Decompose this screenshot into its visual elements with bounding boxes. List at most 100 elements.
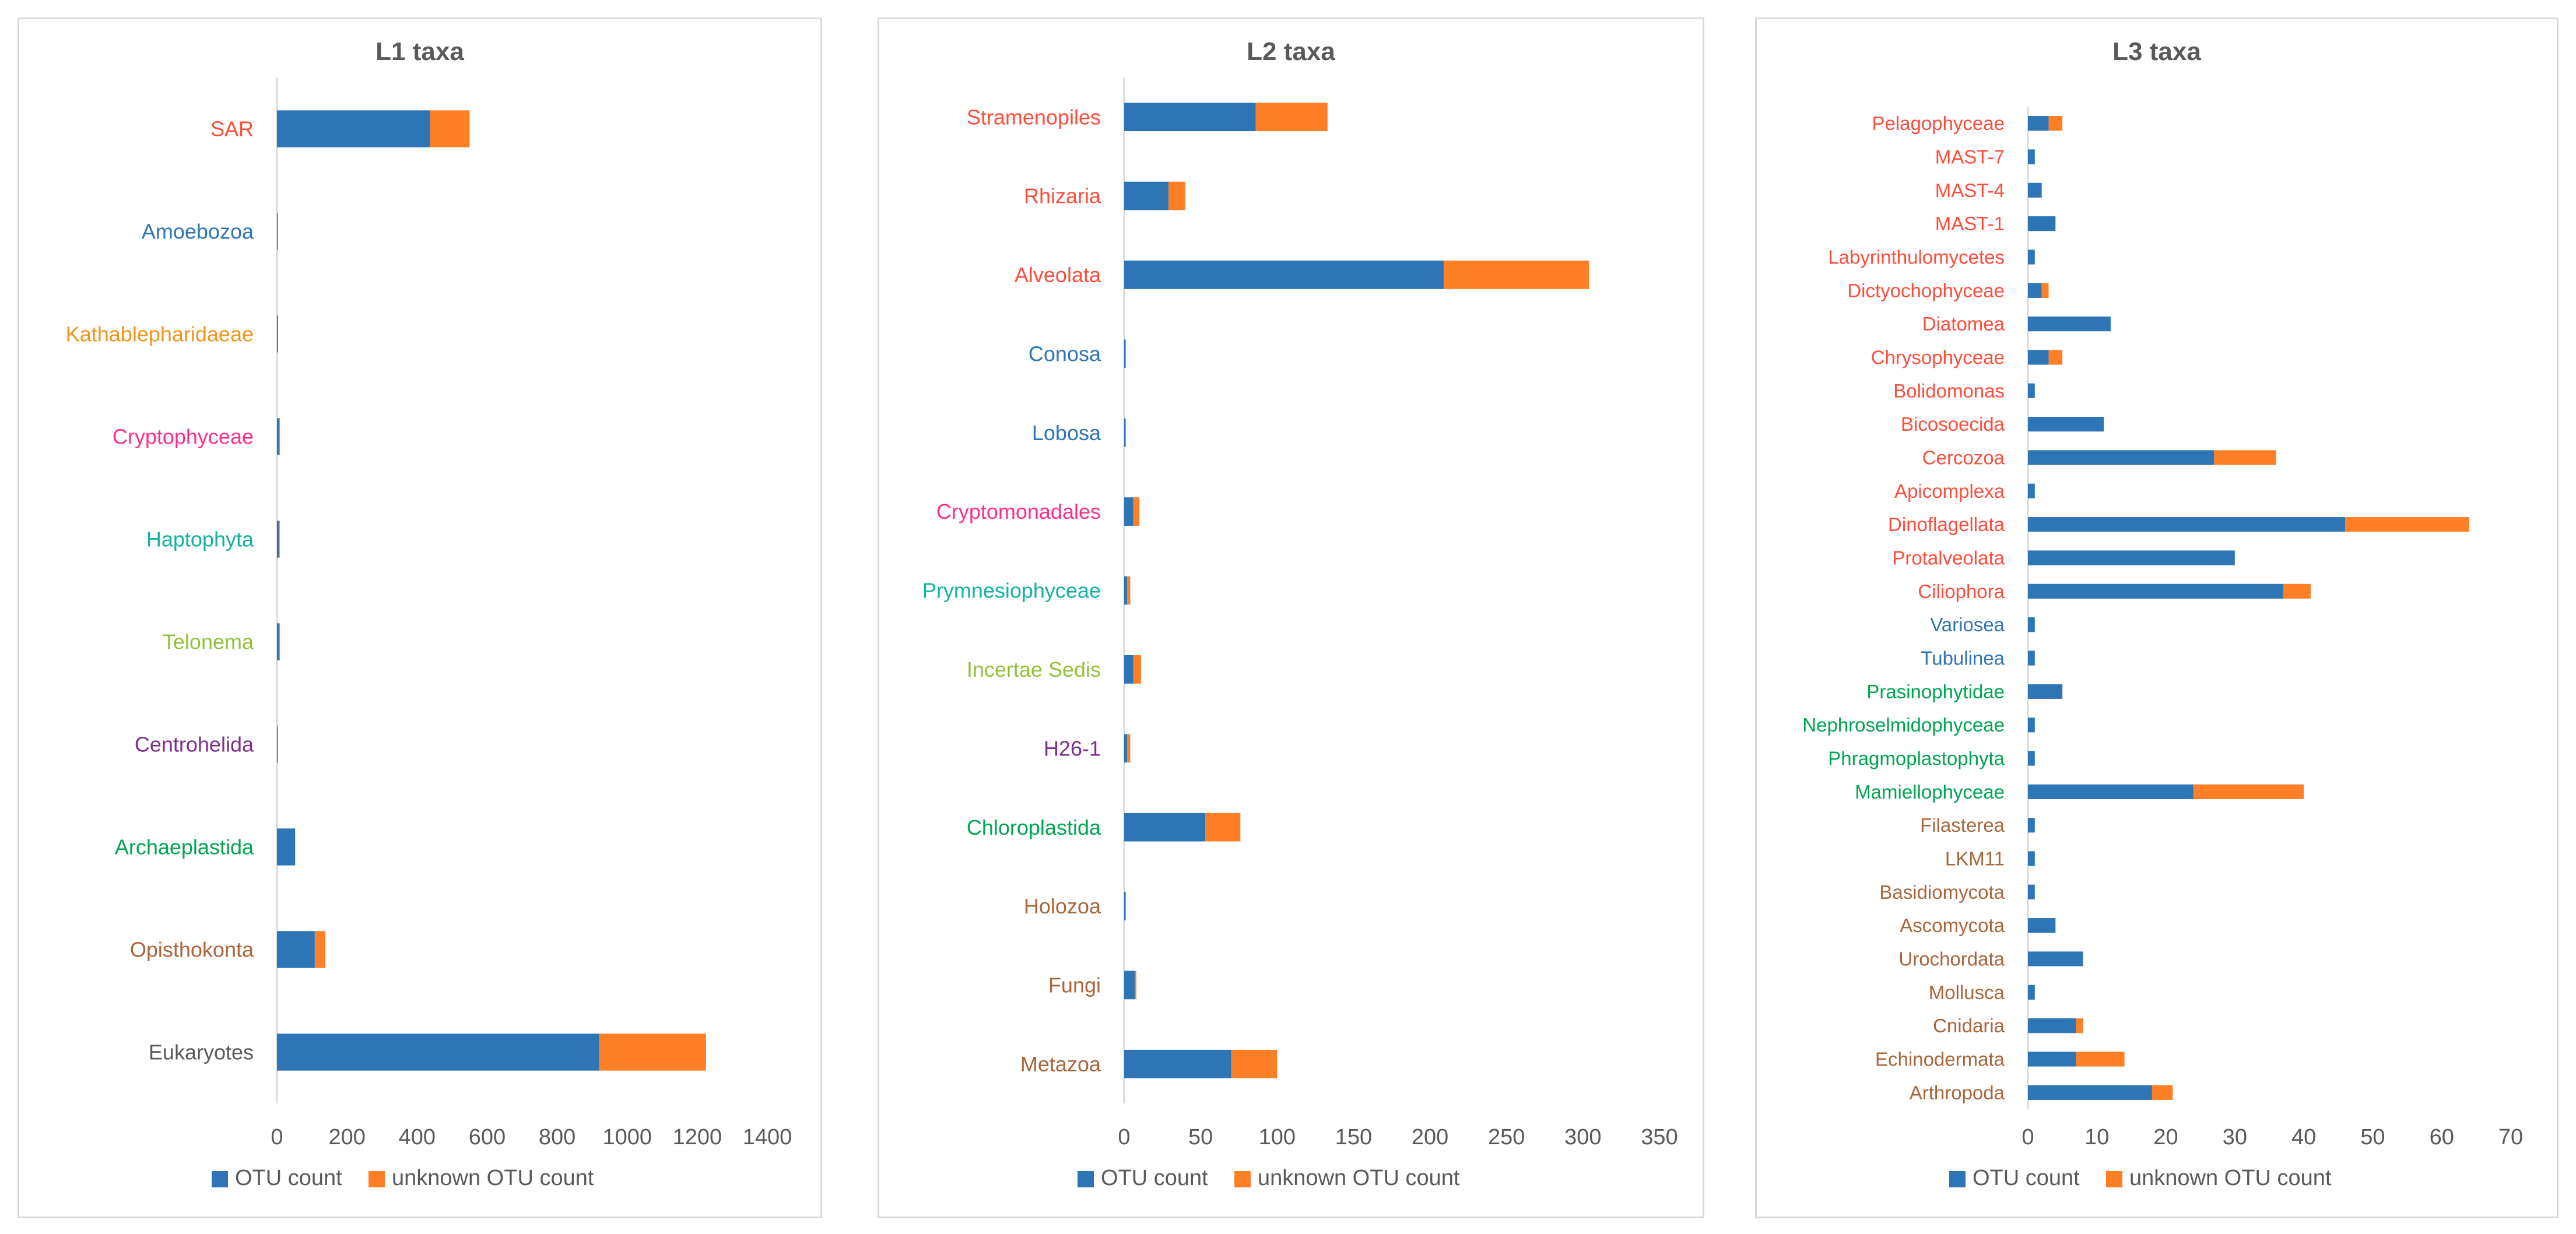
bar-unknown-otu — [2048, 350, 2063, 365]
category-label: Bolidomonas — [1893, 380, 2005, 402]
bar-otu — [277, 623, 279, 660]
bar-otu — [2028, 249, 2035, 265]
x-tick-label: 350 — [1641, 1125, 1677, 1149]
bar-otu — [277, 521, 279, 558]
bar-otu — [1124, 655, 1133, 684]
legend-label-unknown-otu: unknown OTU count — [1258, 1166, 1460, 1190]
bar-otu — [1124, 103, 1256, 132]
bar-unknown-otu — [279, 623, 280, 660]
x-tick-label: 150 — [1335, 1125, 1372, 1149]
bar-otu — [2028, 651, 2035, 666]
bar-unknown-otu — [1127, 734, 1131, 763]
bar-otu — [1124, 734, 1128, 763]
bar-unknown-otu — [2193, 784, 2304, 799]
category-label: Protalveolata — [1892, 547, 2005, 569]
chart-title: L1 taxa — [375, 37, 464, 66]
bar-unknown-otu — [599, 1033, 706, 1071]
legend-label-otu: OTU count — [1973, 1166, 2080, 1190]
bar-otu — [2028, 718, 2035, 733]
bar-otu — [277, 418, 279, 455]
category-label: Kathablepharidaeae — [66, 322, 254, 346]
category-label: Prymnesiophyceae — [922, 579, 1101, 603]
category-label: Cnidaria — [1933, 1015, 2005, 1036]
category-label: MAST-1 — [1935, 213, 2005, 234]
category-label: Telonema — [163, 630, 254, 654]
x-tick-label: 30 — [2223, 1125, 2247, 1149]
bar-otu — [1124, 813, 1206, 842]
x-tick-label: 0 — [2022, 1125, 2034, 1149]
legend-swatch-unknown-otu — [368, 1171, 385, 1187]
bar-unknown-otu — [1444, 261, 1589, 289]
bar-unknown-otu — [279, 521, 280, 558]
chart-title: L3 taxa — [2112, 37, 2201, 66]
bar-unknown-otu — [2076, 1018, 2083, 1033]
chart-l1-svg: L1 taxa SAR Amoebozoa Kathablepharidaeae Cry… — [66, 37, 792, 1190]
category-label: Ascomycota — [1900, 915, 2005, 936]
chart-panel-l3: L3 taxa Pelagophyceae MAST-7 MAST-4 MAST-1 La… — [1755, 17, 2559, 1218]
x-tick-label: 200 — [328, 1125, 365, 1149]
bar-unknown-otu — [279, 418, 280, 455]
bar-otu — [2028, 483, 2035, 498]
x-tick-label: 0 — [271, 1125, 283, 1149]
x-tick-label: 400 — [399, 1125, 436, 1149]
bar-otu — [277, 213, 278, 250]
bar-otu — [2028, 1052, 2076, 1067]
category-label: Arthropoda — [1910, 1082, 2005, 1103]
category-label: MAST-4 — [1935, 180, 2005, 201]
bar-otu — [277, 828, 296, 866]
bar-unknown-otu — [1133, 497, 1140, 526]
category-label: Cryptophyceae — [113, 425, 254, 449]
x-tick-label: 250 — [1488, 1125, 1525, 1149]
x-tick-label: 800 — [539, 1125, 575, 1149]
x-tick-label: 1200 — [673, 1125, 722, 1149]
category-label: Amoebozoa — [142, 220, 254, 244]
chart-panel-l2: L2 taxa Stramenopiles Rhizaria Alveolata Con… — [878, 17, 1704, 1218]
bar-otu — [2028, 116, 2049, 131]
legend-swatch-otu — [1949, 1171, 1966, 1187]
bar-unknown-otu — [2041, 283, 2049, 298]
category-label: Pelagophyceae — [1872, 112, 2005, 134]
chart-l2-svg: L2 taxa Stramenopiles Rhizaria Alveolata Con… — [922, 37, 1678, 1190]
x-tick-label: 20 — [2153, 1125, 2178, 1149]
bar-otu — [2028, 583, 2283, 599]
bar-otu — [2028, 951, 2083, 966]
bar-unknown-otu — [1127, 576, 1131, 605]
x-tick-label: 10 — [2084, 1125, 2109, 1149]
bar-unknown-otu — [2076, 1052, 2125, 1067]
bar-unknown-otu — [430, 110, 470, 147]
bar-otu — [2028, 317, 2111, 332]
bar-otu — [1124, 1049, 1231, 1078]
chart-title: L2 taxa — [1247, 37, 1335, 66]
category-label: Urochordata — [1898, 948, 2005, 970]
x-tick-label: 60 — [2430, 1125, 2454, 1149]
category-label: H26-1 — [1044, 736, 1101, 760]
bar-otu — [2028, 550, 2235, 565]
legend-swatch-otu — [212, 1171, 228, 1187]
category-label: Basidiomycota — [1879, 881, 2005, 903]
bar-otu — [1124, 339, 1126, 368]
category-label: Incertae Sedis — [967, 658, 1101, 681]
bar-otu — [2028, 751, 2035, 766]
category-label: Lobosa — [1032, 421, 1101, 445]
category-label: Diatomea — [1922, 313, 2005, 335]
category-label: Eukaryotes — [149, 1040, 254, 1064]
category-label: Chloroplastida — [967, 815, 1101, 839]
bar-otu — [2028, 818, 2035, 833]
category-label: Haptophyta — [146, 528, 254, 551]
bar-unknown-otu — [1231, 1049, 1278, 1078]
category-label: Centrohelida — [135, 733, 254, 757]
bar-otu — [1124, 576, 1128, 605]
category-label: Holozoa — [1024, 894, 1101, 918]
bar-unknown-otu — [1255, 103, 1328, 132]
x-tick-label: 1000 — [602, 1125, 652, 1149]
bar-otu — [277, 315, 278, 353]
category-label: Bicosoecida — [1901, 413, 2005, 435]
bar-otu — [2028, 383, 2035, 398]
category-label: Filasterea — [1920, 814, 2005, 836]
bar-unknown-otu — [2048, 116, 2063, 131]
category-label: Dinoflagellata — [1888, 514, 2005, 535]
category-label: Nephroselmidophyceae — [1802, 714, 2005, 736]
bar-otu — [1124, 971, 1135, 1000]
category-label: Cryptomonadales — [936, 500, 1101, 523]
bar-otu — [2028, 450, 2214, 465]
